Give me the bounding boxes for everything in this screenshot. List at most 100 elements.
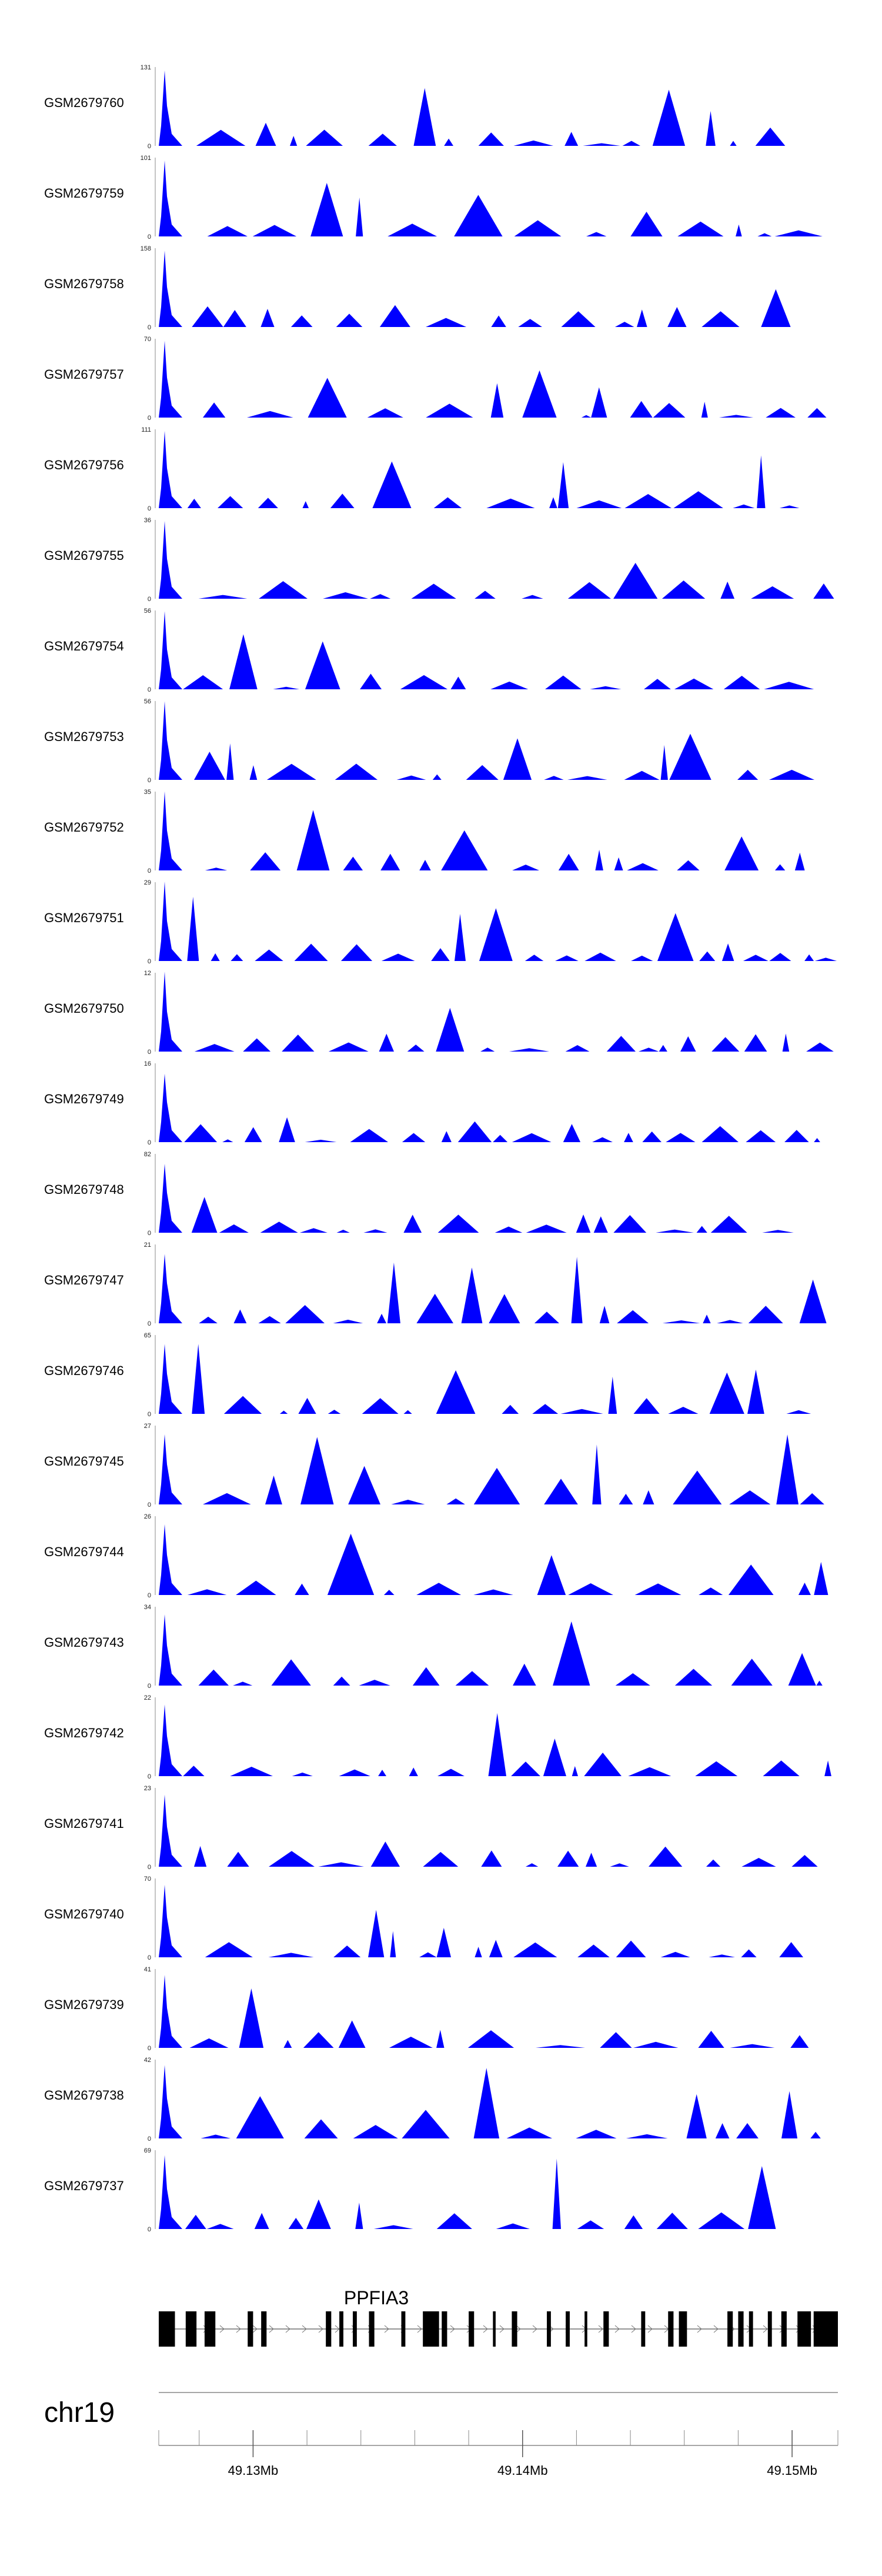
track-label: GSM2679738 (44, 2088, 124, 2103)
gene-exon (727, 2311, 733, 2347)
coverage-area (159, 701, 838, 780)
gene-name-label: PPFIA3 (344, 2287, 409, 2308)
gene-exon (781, 2311, 787, 2347)
gene-exon (668, 2311, 674, 2347)
gene-strand-arrow (483, 2325, 488, 2333)
gene-exon (185, 2311, 197, 2347)
track-ymin-label: 0 (148, 2135, 151, 2143)
track-ymin-label: 0 (148, 958, 151, 965)
track-ymax-label: 42 (144, 2057, 151, 2064)
coverage-area (159, 2155, 838, 2229)
track-ymax-label: 65 (144, 1332, 151, 1339)
track-ymin-label: 0 (148, 1049, 151, 1056)
track-label: GSM2679745 (44, 1454, 124, 1469)
gene-exon (603, 2311, 609, 2347)
gene-strand-arrow (384, 2325, 389, 2333)
track-ymin-label: 0 (148, 505, 151, 512)
gene-strand-arrow (335, 2325, 340, 2333)
track-label: GSM2679740 (44, 1907, 124, 1921)
coverage-track: GSM2679760 131 0 (44, 64, 838, 150)
gene-exon (512, 2311, 517, 2347)
track-label: GSM2679751 (44, 910, 124, 925)
track-label: GSM2679748 (44, 1182, 124, 1197)
gene-exon (204, 2311, 216, 2347)
coverage-track: GSM2679754 56 0 (44, 608, 838, 693)
axis-tick-label: 49.13Mb (228, 2463, 279, 2478)
gene-exon (566, 2311, 570, 2347)
coverage-track: GSM2679747 21 0 (44, 1242, 838, 1327)
track-label: GSM2679754 (44, 639, 124, 653)
track-label: GSM2679753 (44, 729, 124, 744)
chromosome-label: chr19 (44, 2397, 115, 2428)
coverage-track: GSM2679756 111 0 (44, 426, 838, 512)
gene-exon (584, 2311, 587, 2347)
track-ymax-label: 56 (144, 698, 151, 705)
gene-strand-arrow (417, 2325, 422, 2333)
track-ymax-label: 23 (144, 1785, 151, 1792)
coverage-track: GSM2679758 158 0 (44, 245, 838, 331)
genome-axis: chr19 49.13Mb 49.14Mb 49.15Mb (44, 2392, 838, 2478)
track-label: GSM2679752 (44, 820, 124, 835)
gene-exon (339, 2311, 343, 2347)
track-label: GSM2679742 (44, 1726, 124, 1740)
gene-exon (442, 2311, 447, 2347)
track-ymin-label: 0 (148, 1683, 151, 1690)
track-ymin-label: 0 (148, 233, 151, 241)
track-ymax-label: 21 (144, 1242, 151, 1249)
gene-exon (641, 2311, 646, 2347)
gene-strand-arrow (614, 2325, 620, 2333)
coverage-track: GSM2679750 12 0 (44, 970, 838, 1056)
track-ymax-label: 12 (144, 970, 151, 977)
gene-exon (767, 2311, 772, 2347)
gene-strand-arrow (318, 2325, 323, 2333)
track-ymin-label: 0 (148, 1954, 151, 1961)
coverage-track: GSM2679749 16 0 (44, 1060, 838, 1146)
coverage-area (159, 1073, 838, 1142)
gene-exon (261, 2311, 267, 2347)
coverage-area (159, 1254, 838, 1323)
coverage-area (159, 1884, 838, 1957)
gene-strand-arrow (713, 2325, 719, 2333)
coverage-area (159, 972, 838, 1052)
coverage-area (159, 431, 838, 508)
coverage-area (159, 341, 838, 418)
coverage-track: GSM2679748 82 0 (44, 1151, 838, 1237)
track-ymax-label: 34 (144, 1604, 151, 1611)
track-ymax-label: 36 (144, 517, 151, 524)
coverage-track: GSM2679742 22 0 (44, 1694, 838, 1780)
track-label: GSM2679746 (44, 1363, 124, 1378)
gene-strand-arrow (763, 2325, 768, 2333)
gene-strand-arrow (647, 2325, 653, 2333)
track-label: GSM2679747 (44, 1273, 124, 1287)
coverage-track: GSM2679740 70 0 (44, 1876, 838, 1961)
coverage-area (159, 611, 838, 689)
track-label: GSM2679757 (44, 367, 124, 382)
track-ymax-label: 27 (144, 1423, 151, 1430)
coverage-track: GSM2679743 34 0 (44, 1604, 838, 1690)
coverage-track: GSM2679757 70 0 (44, 336, 838, 422)
track-ymax-label: 70 (144, 1876, 151, 1883)
track-ymax-label: 26 (144, 1513, 151, 1520)
coverage-track: GSM2679751 29 0 (44, 879, 838, 965)
track-label: GSM2679759 (44, 186, 124, 201)
track-label: GSM2679739 (44, 1997, 124, 2012)
coverage-area (159, 1163, 838, 1233)
gene-strand-arrow (219, 2325, 225, 2333)
track-ymax-label: 82 (144, 1151, 151, 1158)
track-ymin-label: 0 (148, 1411, 151, 1418)
gene-strand-arrow (285, 2325, 290, 2333)
gene-exon (493, 2311, 496, 2347)
track-ymin-label: 0 (148, 777, 151, 784)
gene-exon (749, 2311, 753, 2347)
track-label: GSM2679760 (44, 95, 124, 110)
gene-exon (469, 2311, 475, 2347)
coverage-track: GSM2679759 101 0 (44, 155, 838, 241)
track-ymin-label: 0 (148, 415, 151, 422)
gene-strand-arrow (532, 2325, 537, 2333)
coverage-area (159, 520, 838, 599)
track-ymin-label: 0 (148, 143, 151, 150)
gene-exon (423, 2311, 439, 2347)
track-ymin-label: 0 (148, 2226, 151, 2233)
track-label: GSM2679744 (44, 1544, 124, 1559)
